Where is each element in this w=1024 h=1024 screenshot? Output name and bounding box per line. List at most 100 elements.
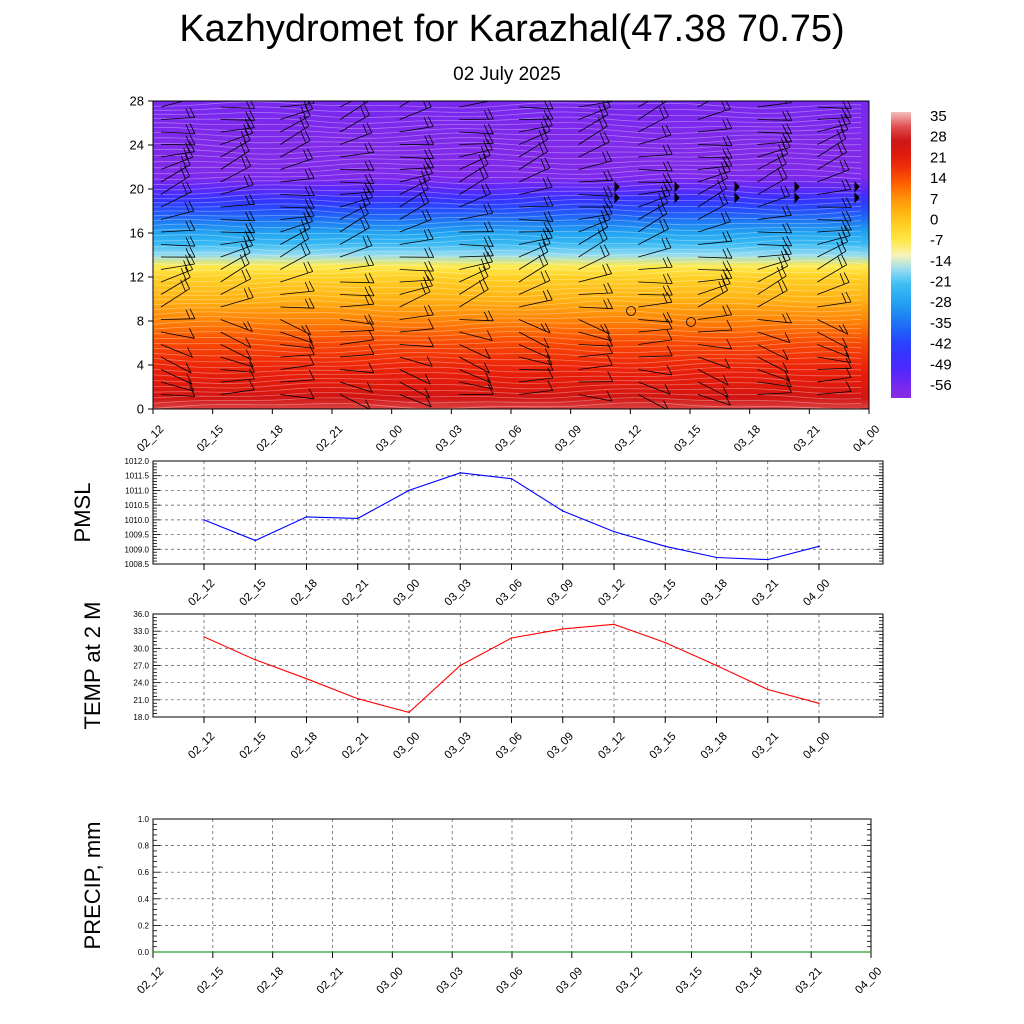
wind-barb [518, 319, 551, 334]
y-tick-label: 24 [130, 138, 144, 153]
wind-barb [220, 210, 255, 222]
wind-barb [339, 320, 375, 333]
wind-barb [280, 344, 315, 358]
wind-barb [817, 240, 847, 270]
wind-barb [160, 101, 185, 108]
x-tick-label: 02_18 [289, 577, 320, 608]
wind-barb [399, 157, 434, 170]
wind-barb [399, 116, 434, 133]
wind-barb [757, 331, 791, 343]
wind-barb [757, 131, 792, 145]
wind-barb [638, 106, 669, 133]
x-tick-label: 03_03 [443, 577, 474, 608]
wind-barb [817, 254, 847, 283]
wind-barb [817, 128, 847, 158]
wind-barb [339, 122, 373, 145]
data-point [818, 545, 820, 548]
wind-barb [399, 381, 431, 399]
x-tick-label: 02_18 [255, 423, 286, 454]
wind-barb [518, 367, 554, 383]
wind-barb [578, 186, 613, 197]
wind-barb [220, 117, 255, 133]
data-point [767, 688, 769, 691]
wind-barb [697, 260, 733, 271]
wind-barb [399, 318, 434, 333]
colorbar-label: 21 [930, 149, 947, 166]
wind-barb [220, 356, 254, 368]
x-tick-label: 03_09 [545, 730, 576, 761]
wind-barb [578, 319, 610, 335]
x-tick-label: 03_12 [613, 423, 644, 454]
wind-barb [339, 329, 375, 345]
wind-barb [459, 133, 494, 145]
x-tick-label: 02_12 [135, 423, 166, 454]
contour-line [153, 219, 862, 227]
wind-flag [614, 192, 620, 204]
wind-barb [160, 123, 196, 134]
data-point [664, 641, 667, 644]
data-point [459, 472, 462, 474]
wind-barb [280, 115, 310, 145]
wind-barb [399, 247, 435, 258]
x-tick-label: 03_12 [596, 730, 627, 761]
x-tick-label: 03_03 [443, 730, 474, 761]
wind-barb [697, 231, 733, 245]
wind-flag [794, 192, 800, 204]
wind-barb [578, 371, 614, 383]
wind-barb [697, 147, 733, 159]
wind-barb [160, 380, 195, 392]
wind-flag [794, 181, 800, 193]
wind-barb [280, 101, 315, 108]
wind-barb [757, 235, 792, 247]
data-point [664, 545, 667, 548]
x-tick-label: 03_06 [494, 965, 525, 996]
contour-lines [153, 101, 862, 409]
x-tick-label: 02_18 [289, 730, 320, 761]
contour-line [153, 305, 862, 313]
wind-barb [160, 386, 196, 397]
x-tick-label: 02_15 [195, 423, 226, 454]
data-point [391, 951, 394, 953]
chart-date: 02 July 2025 [453, 64, 561, 85]
x-tick-label: 04_00 [853, 965, 884, 996]
wind-barb [339, 235, 373, 258]
wind-barb [578, 101, 613, 108]
wind-barb [817, 344, 850, 358]
wind-barb [638, 318, 673, 333]
wind-barb [160, 356, 192, 374]
colorbar-label: 35 [930, 108, 947, 125]
temp2m-panel: 18.0 21.0 24.0 27.0 30.0 33.0 36.0 02_12 02_15 02… [80, 602, 884, 761]
wind-barb [339, 294, 375, 308]
y-tick-label: 28 [130, 94, 144, 109]
wind-barb [459, 369, 492, 384]
contour-line [153, 193, 862, 201]
data-point [203, 636, 205, 638]
contour-line [153, 397, 862, 405]
wind-barb [817, 210, 852, 222]
data-point [562, 510, 564, 512]
wind-barb [578, 354, 613, 370]
wind-flag [734, 181, 740, 193]
wind-barb [280, 261, 314, 283]
wind-barb [220, 253, 250, 283]
wind-barb [160, 219, 196, 233]
x-tick-label: 03_06 [493, 423, 524, 454]
y-tick-label: 1010.5 [125, 501, 150, 510]
wind-barb [160, 107, 196, 120]
data-point [562, 628, 564, 630]
wind-barb [757, 369, 791, 382]
contour-line [153, 341, 862, 349]
wind-barb [817, 272, 850, 295]
y-axis-label: PMSL [70, 483, 95, 543]
data-point [408, 489, 410, 492]
wind-barb [757, 344, 789, 361]
wind-barb [339, 101, 353, 108]
wind-barb [339, 381, 373, 393]
wind-barb [578, 330, 612, 342]
contour-line [153, 188, 862, 196]
x-tick-label: 03_21 [750, 730, 781, 761]
wind-barb [280, 338, 315, 349]
wind-barb [518, 176, 553, 195]
wind-barb [817, 319, 849, 335]
contour-line [153, 315, 862, 323]
